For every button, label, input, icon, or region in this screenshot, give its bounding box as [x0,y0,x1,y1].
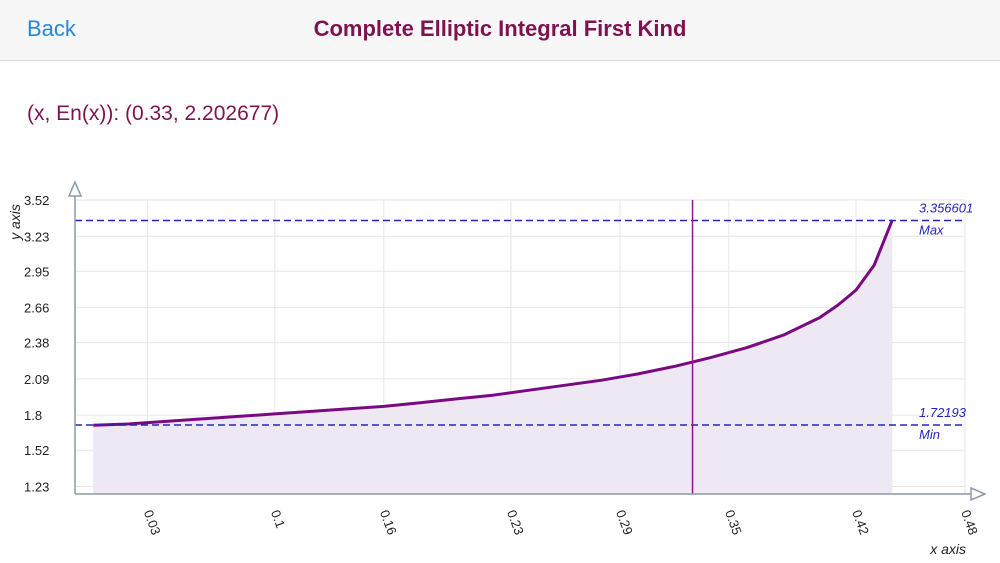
series-line [93,219,894,427]
x-tick-label: 0.16 [377,508,400,537]
y-tick-label: 2.95 [24,264,49,279]
x-tick-label: 0.1 [268,508,288,530]
x-tick-label: 0.42 [849,508,872,537]
x-tick-label: 0.48 [958,508,981,537]
y-tick-label: 1.23 [24,479,49,494]
x-tick-label: 0.03 [141,508,164,537]
y-tick-label: 2.66 [24,301,49,316]
y-tick-label: 2.38 [24,336,49,351]
nav-bar: Back Complete Elliptic Integral First Ki… [0,0,1000,61]
y-tick-label: 3.23 [24,229,49,244]
page-title: Complete Elliptic Integral First Kind [313,16,687,41]
y-tick-label: 1.52 [24,443,49,458]
x-tick-label: 0.23 [504,508,527,537]
min-label: Min [919,427,940,442]
cursor-readout: (x, En(x)): (0.33, 2.202677) [27,102,280,125]
back-button[interactable]: Back [27,16,76,41]
y-tick-label: 1.8 [24,408,42,423]
x-axis-arrow-icon [970,486,987,502]
max-label: Max [919,222,944,237]
y-axis-title: y axis [7,204,23,241]
y-tick-label: 2.09 [24,372,49,387]
x-tick-label: 0.29 [613,508,636,537]
max-value-label: 3.356601 [919,200,973,215]
x-tick-label: 0.35 [722,508,745,537]
series-area [93,220,893,494]
min-value-label: 1.72193 [919,405,967,420]
x-axis-title: x axis [929,541,966,557]
y-tick-label: 3.52 [24,193,49,208]
y-axis-arrow-icon [67,180,83,197]
